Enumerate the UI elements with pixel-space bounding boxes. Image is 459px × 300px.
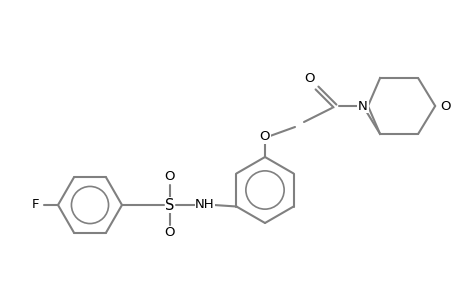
Text: NH: NH: [195, 199, 214, 212]
Text: N: N: [358, 100, 367, 112]
Text: O: O: [304, 73, 314, 85]
Text: O: O: [439, 100, 449, 112]
Text: F: F: [32, 199, 39, 212]
Text: O: O: [164, 170, 175, 184]
Text: O: O: [259, 130, 270, 143]
Text: S: S: [165, 197, 174, 212]
Text: O: O: [164, 226, 175, 239]
